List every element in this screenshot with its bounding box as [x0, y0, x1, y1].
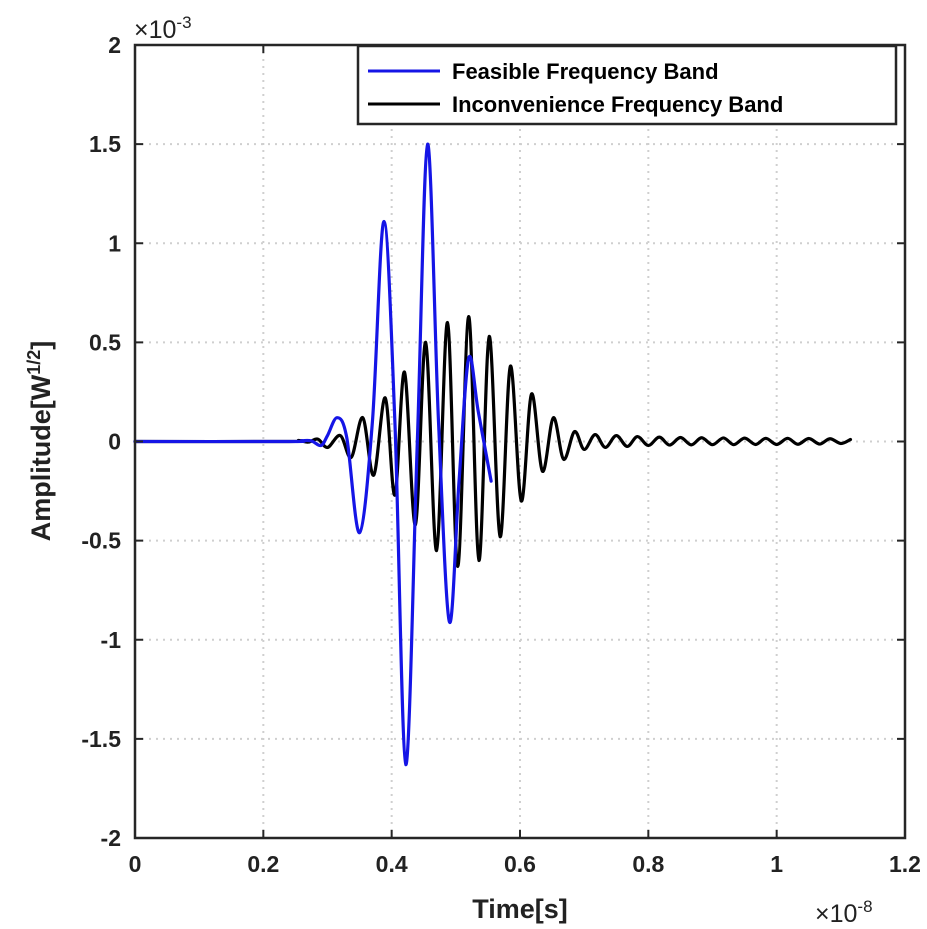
x-axis-label: Time[s] — [472, 894, 568, 924]
ticks: 0 0.2 0.4 0.6 0.8 1 1.2 -2 -1.5 -1 -0.5 0 0.5 1 1.5 2 — [81, 32, 921, 877]
x-tick-label: 1 — [770, 851, 783, 877]
legend-label-feasible: Feasible Frequency Band — [452, 59, 719, 84]
y-tick-label: 1 — [108, 230, 121, 256]
series-line-inconvenience — [133, 314, 853, 569]
x-tick-label: 0.2 — [247, 851, 279, 877]
series-layer — [133, 142, 853, 767]
legend-box — [356, 44, 898, 126]
y-tick-label: 0.5 — [89, 329, 121, 355]
x-tick-label: 0.8 — [632, 851, 664, 877]
y-tick-label: 2 — [108, 32, 121, 58]
legend: Feasible Frequency Band Inconvenience Fr… — [356, 44, 898, 126]
y-tick-label: -2 — [101, 825, 121, 851]
y-exponent-label: ×10-3 — [134, 13, 192, 44]
x-exponent-label: ×10-8 — [815, 897, 873, 928]
x-tick-label: 0.6 — [504, 851, 536, 877]
grid — [135, 45, 905, 838]
x-tick-label: 0.4 — [376, 851, 408, 877]
y-tick-label: -1 — [101, 627, 122, 653]
y-tick-label: 0 — [108, 429, 121, 455]
y-axis-label: Amplitude[W1/2] — [24, 341, 56, 542]
x-tick-label: 1.2 — [889, 851, 921, 877]
y-tick-label: -0.5 — [81, 528, 121, 554]
series-line-feasible — [133, 142, 493, 767]
x-tick-label: 0 — [129, 851, 142, 877]
legend-label-inconvenience: Inconvenience Frequency Band — [452, 92, 783, 117]
y-tick-label: -1.5 — [81, 726, 121, 752]
y-tick-label: 1.5 — [89, 131, 121, 157]
